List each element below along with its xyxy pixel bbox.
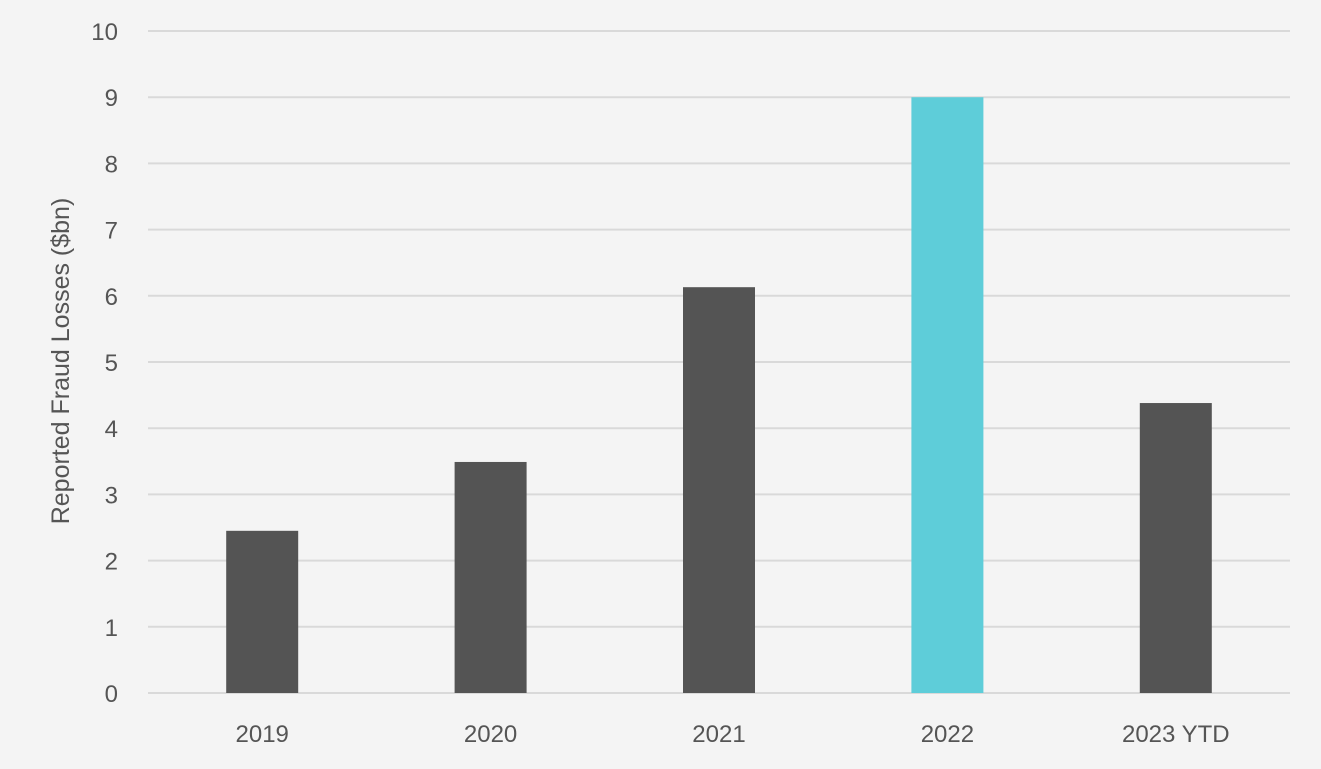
y-tick-label: 5 [105,350,118,377]
x-tick-label: 2021 [692,721,745,748]
y-tick-label: 9 [105,85,118,112]
y-axis-title: Reported Fraud Losses ($bn) [47,198,75,525]
y-tick-label: 7 [105,218,118,245]
y-tick-label: 6 [105,284,118,311]
x-axis-ticks: 2019 2020 2021 2022 2023 YTD [236,721,1230,748]
y-tick-label: 3 [105,482,118,509]
y-axis-ticks: 0 1 2 3 4 5 6 7 8 9 10 [91,19,118,708]
bars [226,97,1212,693]
y-tick-label: 0 [105,681,118,708]
bar-2023-ytd [1139,403,1212,693]
bar-2022 [911,97,984,693]
bar-2021 [683,287,755,693]
y-tick-label: 8 [105,151,118,178]
bar-2019 [226,530,299,693]
x-tick-label: 2022 [921,721,974,748]
y-tick-label: 2 [105,549,118,576]
x-tick-label: 2023 YTD [1122,721,1230,748]
y-tick-label: 10 [91,19,118,46]
y-tick-label: 4 [105,416,118,443]
x-tick-label: 2020 [464,721,517,748]
x-tick-label: 2019 [236,721,289,748]
bar-2020 [454,461,527,693]
y-tick-label: 1 [105,615,118,642]
